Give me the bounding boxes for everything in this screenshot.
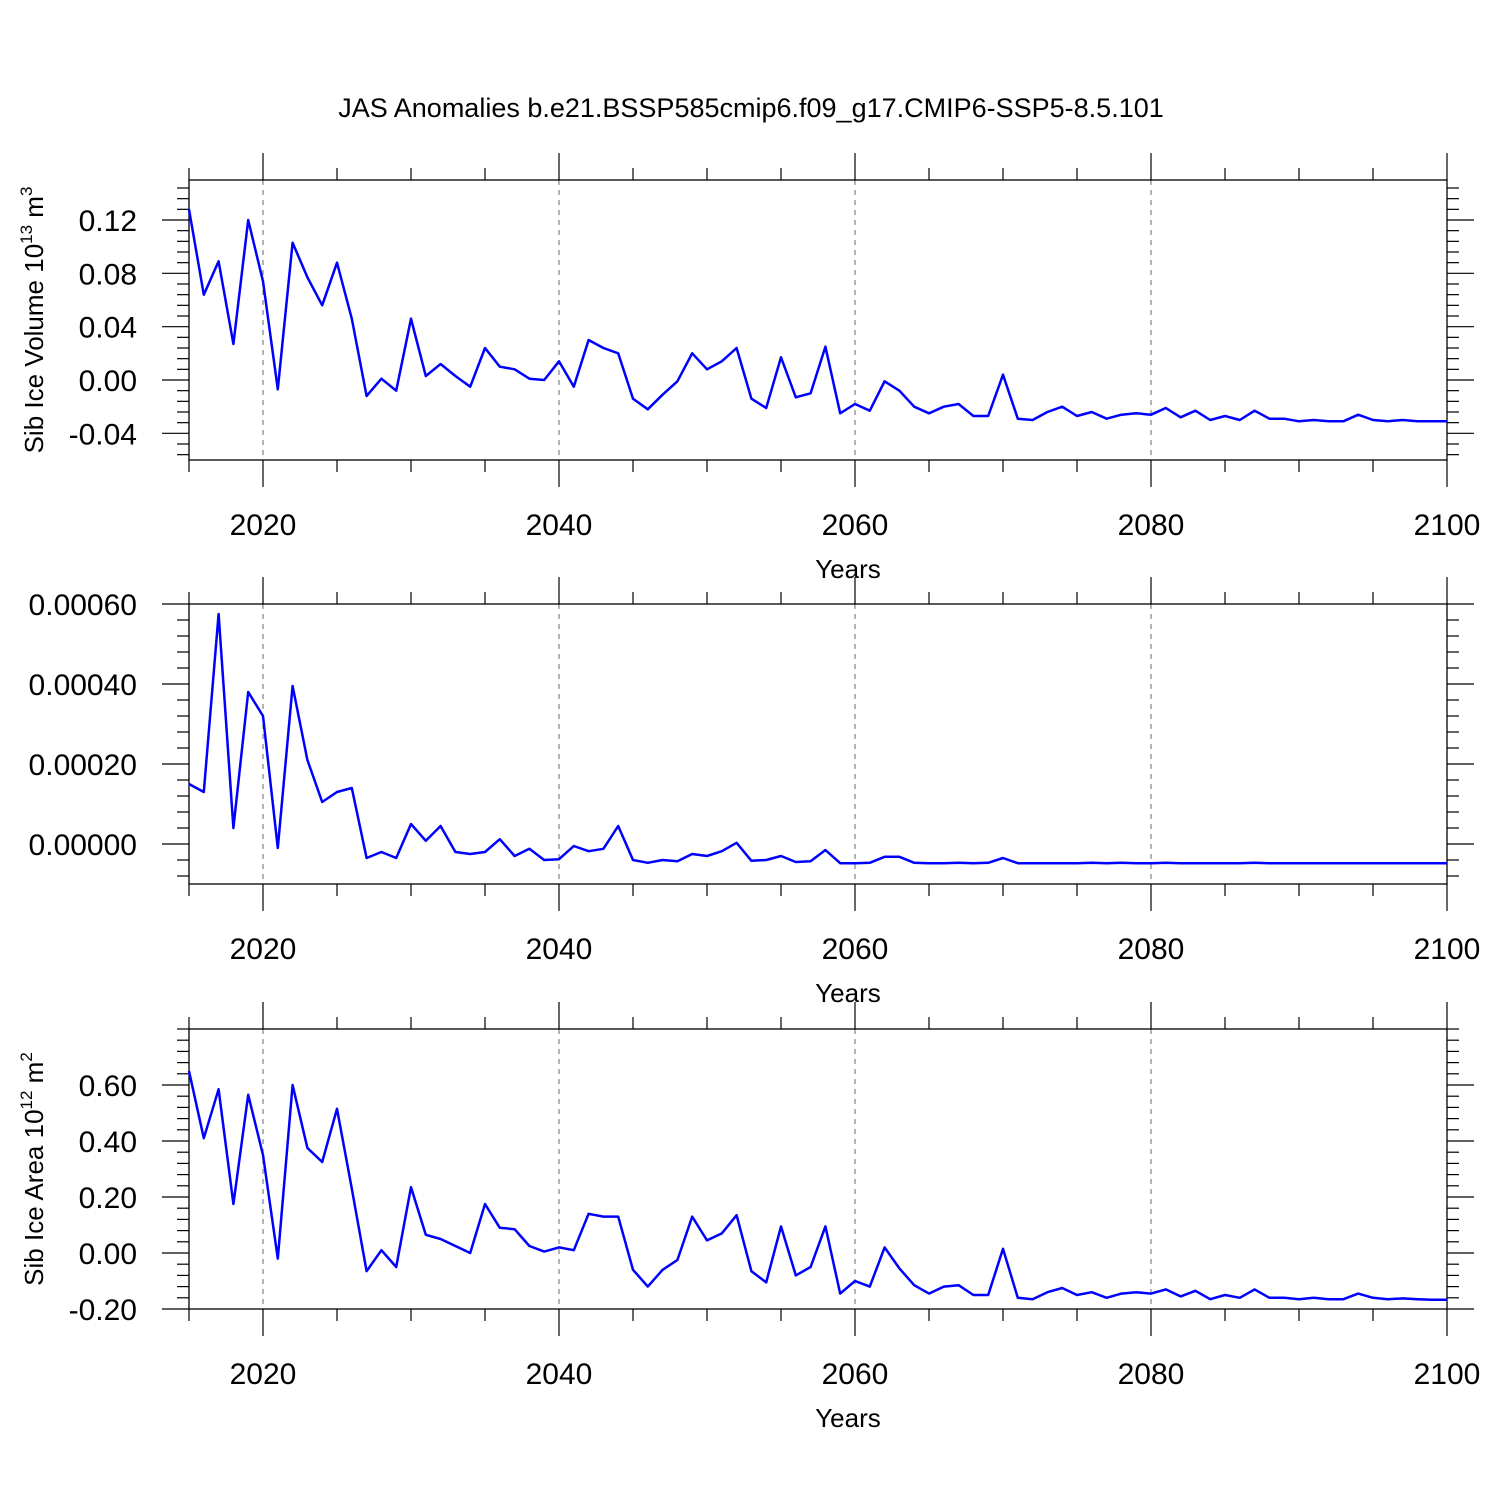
y-tick-label: 0.00020	[29, 749, 137, 782]
x-axis-label: Years	[815, 1403, 881, 1433]
y-tick-label: 0.00	[79, 365, 137, 398]
series-line-1	[187, 209, 1447, 423]
y-axis-label: Sib Ice Area 1012 m2	[17, 1052, 49, 1286]
x-tick-label: 2060	[822, 1358, 889, 1391]
x-tick-label: 2080	[1118, 1358, 1185, 1391]
y-tick-label: -0.20	[69, 1294, 137, 1327]
x-axis-label: Years	[815, 554, 881, 584]
y-tick-label: 0.12	[79, 205, 137, 238]
x-tick-label: 2060	[822, 509, 889, 542]
y-axis-label-superscript: 12	[17, 1091, 36, 1110]
x-tick-label: 2020	[230, 1358, 297, 1391]
x-tick-label: 2040	[526, 1358, 593, 1391]
y-tick-label: 0.00060	[29, 589, 137, 622]
x-tick-label: 2100	[1414, 933, 1481, 966]
x-tick-label: 2080	[1118, 509, 1185, 542]
y-axis-label-superscript: 3	[17, 187, 36, 196]
y-axis-label: Sib Ice Volume 1013 m3	[17, 187, 49, 454]
y-axis-label-superscript: 13	[17, 225, 36, 244]
plot-frame	[188, 1028, 1448, 1310]
y-tick-label: 0.20	[79, 1182, 137, 1215]
plot-frame	[188, 179, 1448, 461]
y-tick-label: 0.08	[79, 258, 137, 291]
x-axis-label: Years	[815, 978, 881, 1008]
x-tick-label: 2020	[230, 509, 297, 542]
series-line-1	[188, 612, 1447, 865]
x-tick-label: 2100	[1414, 509, 1481, 542]
y-axis-label-part: Sib Ice Volume 10	[19, 244, 49, 454]
x-tick-label: 2040	[526, 509, 593, 542]
x-tick-label: 2020	[230, 933, 297, 966]
panel-3: 2020 2040 2060 2080 2100 -0.20 0.00 0.20 0.40 0.6…	[17, 1002, 1480, 1433]
y-axis-label-part: Sib Ice Area 10	[19, 1109, 49, 1285]
x-tick-label: 2060	[822, 933, 889, 966]
y-tick-label: 0.00040	[29, 669, 137, 702]
x-tick-label: 2100	[1414, 1358, 1481, 1391]
y-tick-label: 0.00000	[29, 829, 137, 862]
y-axis-label-part: m	[19, 1062, 49, 1091]
y-tick-label: 0.60	[79, 1070, 137, 1103]
series-line-1	[187, 1070, 1447, 1302]
x-tick-label: 2080	[1118, 933, 1185, 966]
y-axis-label-part: m	[19, 196, 49, 225]
figure-title: JAS Anomalies b.e21.BSSP585cmip6.f09_g17…	[338, 93, 1164, 123]
y-tick-label: -0.04	[69, 418, 137, 451]
x-tick-label: 2040	[526, 933, 593, 966]
y-tick-label: 0.04	[79, 312, 137, 345]
y-tick-label: 0.40	[79, 1126, 137, 1159]
panel-2: 2020 2040 2060 2080 2100 0.00000 0.00020 0.0004…	[29, 577, 1481, 1008]
y-tick-label: 0.00	[79, 1238, 137, 1271]
panels: 2020 2040 2060 2080 2100 -0.04 0.00 0.04 0.08 0.1…	[17, 153, 1480, 1433]
y-axis-label-superscript: 2	[17, 1052, 36, 1061]
plot-frame	[188, 603, 1448, 885]
panel-1: 2020 2040 2060 2080 2100 -0.04 0.00 0.04 0.08 0.1…	[17, 153, 1480, 584]
